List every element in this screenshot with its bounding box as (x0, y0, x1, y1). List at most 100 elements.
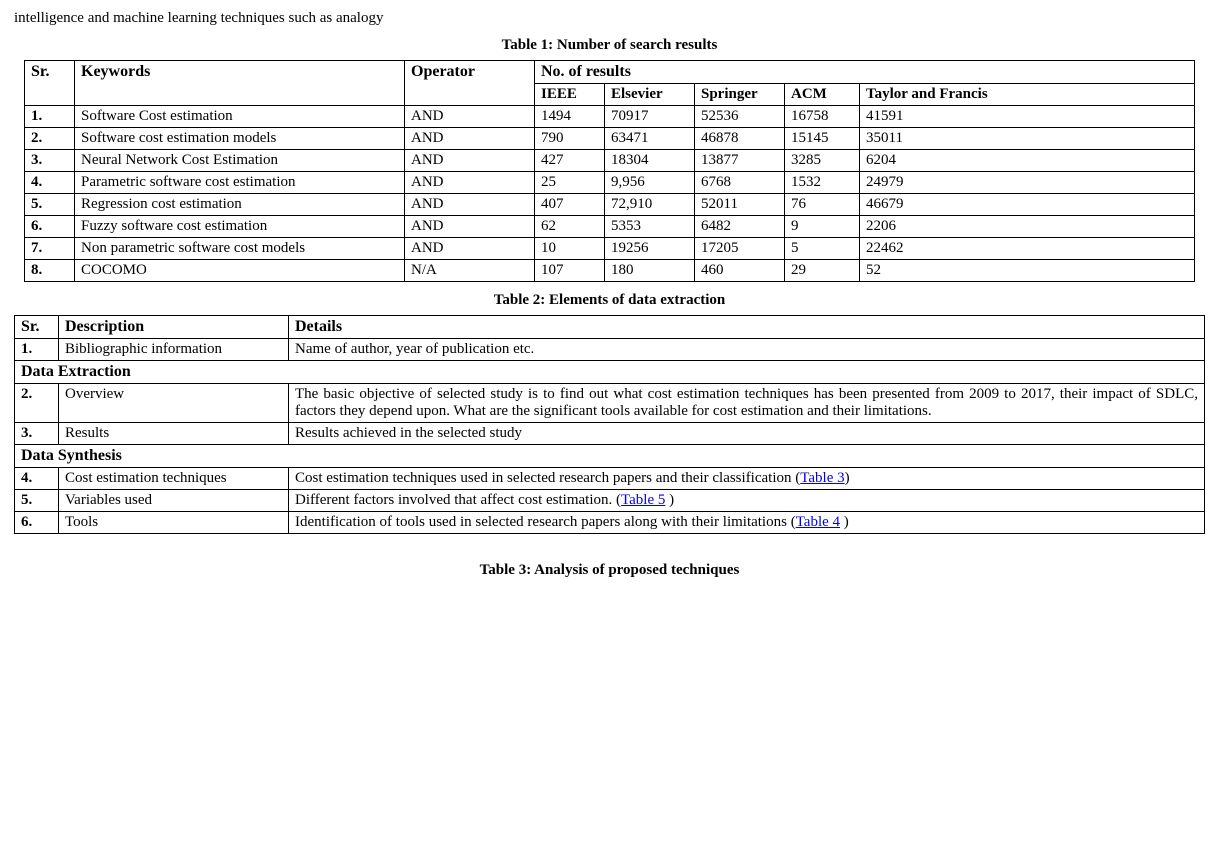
cell: 4. (25, 172, 75, 194)
table-link[interactable]: Table 5 (621, 492, 665, 508)
col-header-description: Description (59, 316, 289, 339)
cell-description: Tools (59, 512, 289, 534)
table-row: 4.Parametric software cost estimationAND… (25, 172, 1195, 194)
cell: 1. (25, 106, 75, 128)
cell: Parametric software cost estimation (75, 172, 405, 194)
cell: COCOMO (75, 260, 405, 282)
col-header-results: No. of results (535, 61, 1195, 84)
section-header: Data Extraction (15, 361, 1205, 384)
table-row: 2.Software cost estimation modelsAND7906… (25, 128, 1195, 150)
cell: 62 (535, 216, 605, 238)
cell: 5. (25, 194, 75, 216)
cell: Non parametric software cost models (75, 238, 405, 260)
cell: 17205 (695, 238, 785, 260)
cell: AND (405, 194, 535, 216)
cell: 6768 (695, 172, 785, 194)
cell-details: Different factors involved that affect c… (289, 490, 1205, 512)
table-row: 5.Regression cost estimationAND40772,910… (25, 194, 1195, 216)
table2-caption: Table 2: Elements of data extraction (14, 292, 1205, 309)
table-row: 3.Neural Network Cost EstimationAND42718… (25, 150, 1195, 172)
cell: AND (405, 150, 535, 172)
cell: 22462 (860, 238, 1195, 260)
col-subheader: IEEE (535, 84, 605, 106)
table3-caption: Table 3: Analysis of proposed techniques (14, 562, 1205, 579)
cell: AND (405, 128, 535, 150)
table-row: 6. Tools Identification of tools used in… (15, 512, 1205, 534)
table-row: 4. Cost estimation techniques Cost estim… (15, 468, 1205, 490)
table-row: 2. Overview The basic objective of selec… (15, 384, 1205, 423)
table-row: 7.Non parametric software cost modelsAND… (25, 238, 1195, 260)
cell: 13877 (695, 150, 785, 172)
table-row: Sr. Keywords Operator No. of results (25, 61, 1195, 84)
cell: 3. (25, 150, 75, 172)
cell: 72,910 (605, 194, 695, 216)
cell-details: Results achieved in the selected study (289, 423, 1205, 445)
cell: 70917 (605, 106, 695, 128)
cell-description: Bibliographic information (59, 339, 289, 361)
cell: 6. (25, 216, 75, 238)
cell: N/A (405, 260, 535, 282)
cell: 7. (25, 238, 75, 260)
table-row: 1. Bibliographic information Name of aut… (15, 339, 1205, 361)
cell: 18304 (605, 150, 695, 172)
cell: 52536 (695, 106, 785, 128)
cell: 407 (535, 194, 605, 216)
table-row: 5. Variables used Different factors invo… (15, 490, 1205, 512)
cell: 6204 (860, 150, 1195, 172)
cell: AND (405, 238, 535, 260)
cell-description: Cost estimation techniques (59, 468, 289, 490)
cell-description: Variables used (59, 490, 289, 512)
cell-details: Name of author, year of publication etc. (289, 339, 1205, 361)
cell: Software cost estimation models (75, 128, 405, 150)
cell-sr: 4. (15, 468, 59, 490)
cell: 16758 (785, 106, 860, 128)
section-row: Data Extraction (15, 361, 1205, 384)
cell: 9 (785, 216, 860, 238)
cell-details: The basic objective of selected study is… (289, 384, 1205, 423)
cell: 3285 (785, 150, 860, 172)
cell: 460 (695, 260, 785, 282)
cell-sr: 6. (15, 512, 59, 534)
cell: 46679 (860, 194, 1195, 216)
cell-sr: 1. (15, 339, 59, 361)
cell: AND (405, 172, 535, 194)
cell-details: Identification of tools used in selected… (289, 512, 1205, 534)
cell: 9,956 (605, 172, 695, 194)
section-row: Data Synthesis (15, 445, 1205, 468)
cell: 52011 (695, 194, 785, 216)
col-header-sr: Sr. (15, 316, 59, 339)
cell: 24979 (860, 172, 1195, 194)
table-row: 3. Results Results achieved in the selec… (15, 423, 1205, 445)
cell: 5353 (605, 216, 695, 238)
cell: 1494 (535, 106, 605, 128)
cell: 63471 (605, 128, 695, 150)
cell: AND (405, 106, 535, 128)
cell: 427 (535, 150, 605, 172)
cell: 8. (25, 260, 75, 282)
section-header: Data Synthesis (15, 445, 1205, 468)
col-subheader: Springer (695, 84, 785, 106)
cell: 2206 (860, 216, 1195, 238)
col-header-sr: Sr. (25, 61, 75, 106)
cell: 10 (535, 238, 605, 260)
cell: Neural Network Cost Estimation (75, 150, 405, 172)
table-row: Sr. Description Details (15, 316, 1205, 339)
cell: 25 (535, 172, 605, 194)
table-link[interactable]: Table 4 (796, 514, 840, 530)
table-row: 8.COCOMON/A1071804602952 (25, 260, 1195, 282)
cell: 41591 (860, 106, 1195, 128)
table-row: 1.Software Cost estimationAND14947091752… (25, 106, 1195, 128)
cell-sr: 2. (15, 384, 59, 423)
table-link[interactable]: Table 3 (800, 470, 844, 486)
col-subheader: Taylor and Francis (860, 84, 1195, 106)
cell: 790 (535, 128, 605, 150)
cell: 15145 (785, 128, 860, 150)
cell-description: Overview (59, 384, 289, 423)
cell-description: Results (59, 423, 289, 445)
cell: 107 (535, 260, 605, 282)
col-subheader: ACM (785, 84, 860, 106)
cell: Software Cost estimation (75, 106, 405, 128)
cell: 46878 (695, 128, 785, 150)
cell: 19256 (605, 238, 695, 260)
table-data-extraction: Sr. Description Details 1. Bibliographic… (14, 315, 1205, 534)
